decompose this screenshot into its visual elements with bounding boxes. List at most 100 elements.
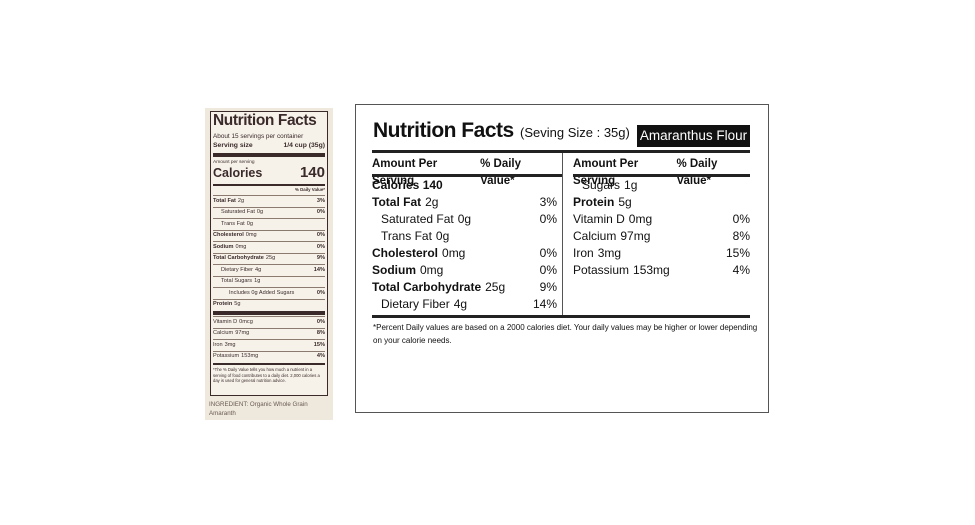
footnote: *Percent Daily values are based on a 200… — [373, 323, 758, 345]
amount: 0g — [256, 209, 264, 215]
daily-value: 3% — [539, 195, 557, 209]
nutrient: Total Carbohydrate — [213, 255, 264, 261]
label-row-left: Saturated Fat 0g — [213, 207, 263, 218]
label-row-left: Total Carbohydrate 25g — [213, 253, 275, 264]
nutrient: Iron — [213, 341, 223, 348]
label-row-left: Potassium 153mg — [213, 351, 258, 362]
daily-value: 8% — [316, 330, 325, 336]
label-row-left: Dietary Fiber 4g — [213, 265, 261, 276]
column-header: Amount Per Serving % Daily Value* — [573, 156, 750, 187]
nutrient: Sodium — [213, 243, 234, 250]
label-calories: Calories — [213, 166, 263, 180]
label-footnote: *The % Daily Value tells you how much a … — [213, 367, 320, 383]
header-amount: Amount Per Serving — [573, 158, 639, 187]
facts-row-left: Total Fat 2g — [372, 194, 438, 211]
daily-value: 3% — [316, 197, 325, 204]
header-dv: % Daily Value* — [480, 158, 522, 187]
facts-row: Total Fat 2g 3% — [372, 194, 557, 211]
amount: 0g — [246, 220, 253, 227]
nutrient: Cholesterol — [213, 232, 244, 238]
amount: 0mg — [420, 263, 444, 277]
daily-value: 0% — [316, 232, 325, 238]
rule — [213, 327, 325, 329]
nutrient: Trans Fat — [221, 220, 245, 227]
facts-row-left: Vitamin D 0mg — [573, 211, 652, 228]
rule — [213, 298, 325, 300]
nutrient: Iron — [573, 246, 594, 260]
label-row-left: Total Fat 2g — [213, 196, 244, 207]
nutrient: Potassium — [573, 263, 630, 277]
column-header: Amount Per Serving % Daily Value* — [372, 156, 557, 187]
daily-value: 0% — [539, 246, 557, 260]
amount: 3mg — [597, 246, 622, 260]
nutrient: Total Carbohydrate — [372, 280, 482, 294]
amount: 2g — [237, 197, 245, 204]
rule — [213, 229, 325, 231]
rule — [372, 174, 562, 177]
amount: 97mg — [620, 229, 651, 243]
rule — [213, 363, 325, 365]
label-row-left: Cholesterol 0mg — [213, 230, 257, 241]
facts-row: Sodium 0mg 0% — [372, 262, 557, 279]
nutrient: Calories 140 — [372, 178, 443, 192]
label-row: Includes 0g Added Sugars 0% — [213, 288, 325, 299]
facts-row: Iron 3mg 15% — [573, 245, 750, 262]
facts-row: Sugars 1g — [573, 177, 750, 194]
nutrient: Cholesterol — [372, 246, 439, 260]
label-dv-header: % Daily Value* — [294, 187, 325, 192]
rule — [213, 275, 325, 277]
header-dv: % Daily Value* — [676, 158, 718, 187]
facts-row: Dietary Fiber 4g 14% — [372, 296, 557, 313]
rule — [213, 287, 325, 288]
nutrient: Dietary Fiber — [221, 266, 254, 273]
amount: 153mg — [241, 353, 259, 359]
rule — [213, 339, 325, 340]
nutrient: Vitamin D — [573, 212, 625, 226]
nutrient: Saturated Fat — [221, 209, 255, 215]
facts-row: Protein 5g — [573, 194, 750, 211]
nutrient: Sugars — [582, 178, 621, 192]
label-row: Cholesterol 0mg 0% — [213, 230, 325, 241]
daily-value: 14% — [313, 266, 325, 273]
rule — [213, 195, 325, 196]
rule — [573, 174, 750, 177]
daily-value: 0% — [316, 289, 325, 296]
amount: 4g — [255, 266, 262, 273]
facts-row: Trans Fat 0g — [372, 228, 557, 245]
rule — [213, 153, 325, 157]
label-row-left: Trans Fat 0g — [213, 219, 253, 230]
facts-row-left: Protein 5g — [573, 194, 632, 211]
amount: 0mg — [235, 243, 247, 250]
label-row: Iron 3mg 15% — [213, 340, 325, 351]
label-row: Saturated Fat 0g 0% — [213, 207, 325, 218]
facts-row-left: Total Carbohydrate 25g — [372, 279, 505, 296]
label-row: Calcium 97mg 8% — [213, 328, 325, 339]
facts-row-left: Sodium 0mg — [372, 262, 443, 279]
amount: 4g — [453, 297, 468, 311]
rule — [213, 252, 325, 254]
label-row: Total Carbohydrate 25g 9% — [213, 253, 325, 264]
facts-row-left: Calories 140 — [372, 177, 443, 194]
rule — [213, 264, 325, 265]
facts-row: Saturated Fat 0g 0% — [372, 211, 557, 228]
amount: 5g — [234, 301, 241, 307]
amount: 1g — [624, 178, 638, 192]
amount: 0mcg — [239, 318, 253, 325]
facts-row-left: Iron 3mg — [573, 245, 621, 262]
nutrient: Protein — [573, 195, 615, 209]
rule — [213, 241, 325, 242]
column-divider — [562, 153, 563, 318]
nutrient: Includes 0g Added Sugars — [229, 289, 295, 296]
facts-row: Calories 140 — [372, 177, 557, 194]
amount: 25g — [265, 255, 276, 261]
daily-value: 0% — [539, 212, 557, 226]
label-facts-box: Nutrition Facts About 15 servings per con… — [210, 111, 328, 396]
amount: 0g — [457, 212, 472, 226]
rule — [213, 316, 325, 317]
nutrient: Calcium — [573, 229, 617, 243]
label-serving-size: Serving size — [213, 142, 253, 149]
facts-row-left: Potassium 153mg — [573, 262, 670, 279]
daily-value: 0% — [539, 263, 557, 277]
facts-row: Calcium 97mg 8% — [573, 228, 750, 245]
daily-value: 14% — [532, 297, 557, 311]
